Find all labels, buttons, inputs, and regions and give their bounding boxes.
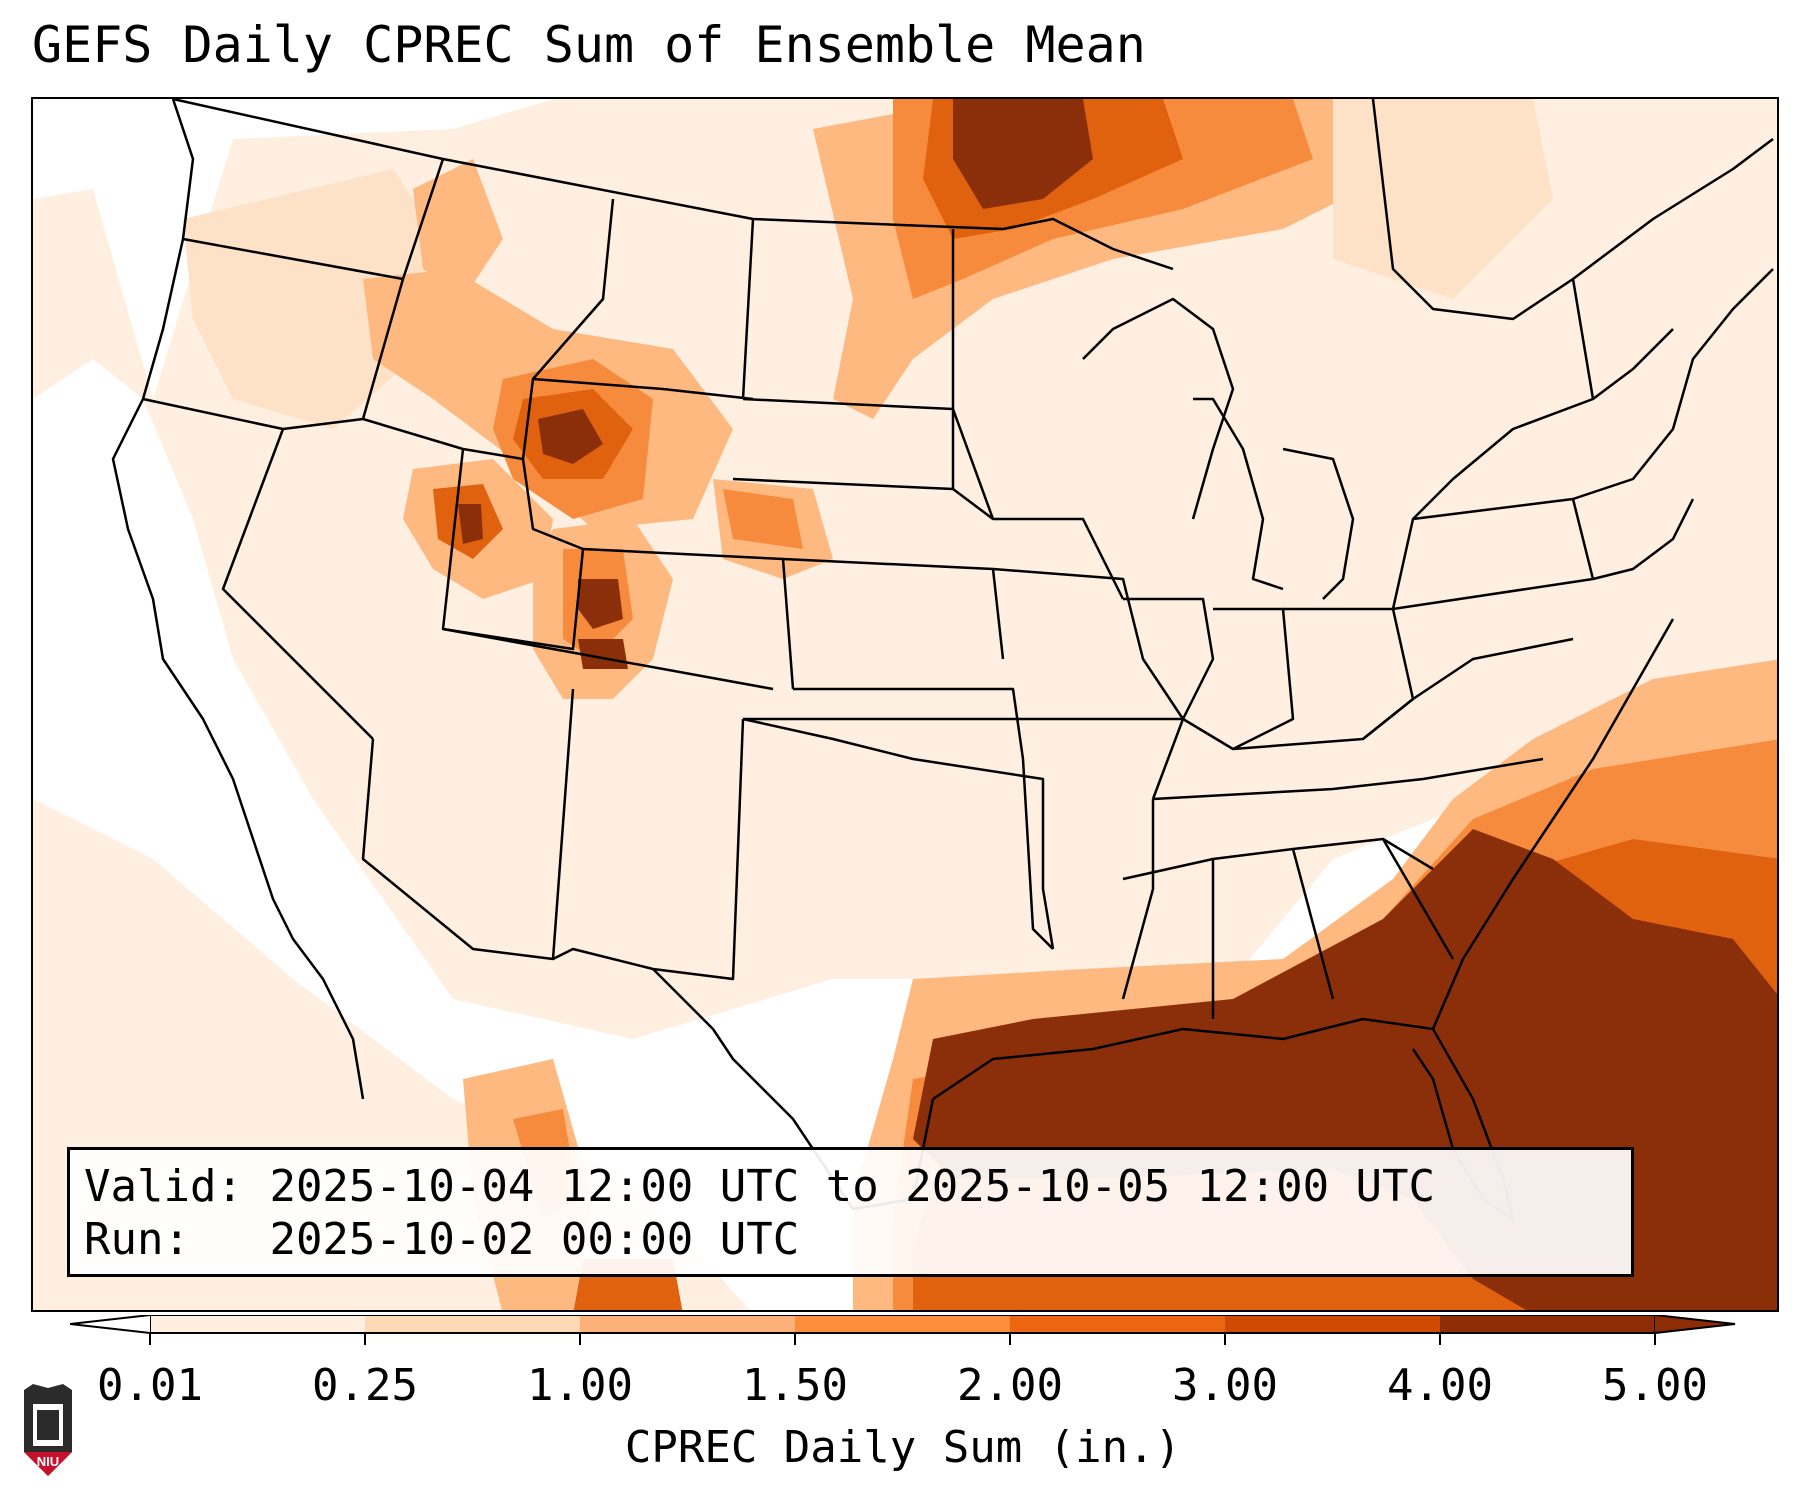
valid-run-info-box: Valid: 2025-10-04 12:00 UTC to 2025-10-0… <box>67 1147 1634 1277</box>
colorbar-tick-label: 0.25 <box>312 1360 418 1411</box>
run-time: 2025-10-02 00:00 UTC <box>269 1214 800 1265</box>
colorbar-segment <box>365 1315 581 1333</box>
map-canvas <box>33 99 1777 1310</box>
colorbar-segment <box>795 1315 1011 1333</box>
logo-banner <box>24 1452 72 1476</box>
colorbar-segments <box>149 1315 1656 1334</box>
run-label: Run: <box>84 1214 190 1265</box>
colorbar-min-arrow <box>70 1315 151 1334</box>
colorbar-tick-label: 2.00 <box>957 1360 1063 1411</box>
colorbar-max-arrow <box>1654 1315 1736 1334</box>
colorbar-segment <box>150 1315 366 1333</box>
logo-tower-windows <box>37 1410 59 1440</box>
precipitation-map <box>31 97 1779 1312</box>
colorbar-tick-label: 1.50 <box>742 1360 848 1411</box>
colorbar-tick-label: 1.00 <box>527 1360 633 1411</box>
colorbar-segment <box>580 1315 796 1333</box>
colorbar-ticks <box>149 1333 1656 1345</box>
state-borders <box>111 99 1774 1221</box>
logo-text: NIU <box>37 1454 59 1469</box>
colorbar-label: CPREC Daily Sum (in.) <box>624 1422 1182 1473</box>
colorbar-segment <box>1225 1315 1441 1333</box>
colorbar-tick-label: 4.00 <box>1387 1360 1493 1411</box>
colorbar-segment <box>1010 1315 1226 1333</box>
map-title: GEFS Daily CPREC Sum of Ensemble Mean <box>32 16 1146 74</box>
colorbar-tick-label: 5.00 <box>1602 1360 1708 1411</box>
colorbar-tick-label: 0.01 <box>97 1360 203 1411</box>
valid-time-range: 2025-10-04 12:00 UTC to 2025-10-05 12:00… <box>269 1161 1436 1212</box>
niu-logo: NIU <box>24 1384 72 1476</box>
valid-label: Valid: <box>84 1161 243 1212</box>
colorbar-tick-label: 3.00 <box>1172 1360 1278 1411</box>
precip-field <box>33 99 1777 1310</box>
colorbar-segment <box>1440 1315 1656 1333</box>
colorbar <box>70 1315 1736 1345</box>
